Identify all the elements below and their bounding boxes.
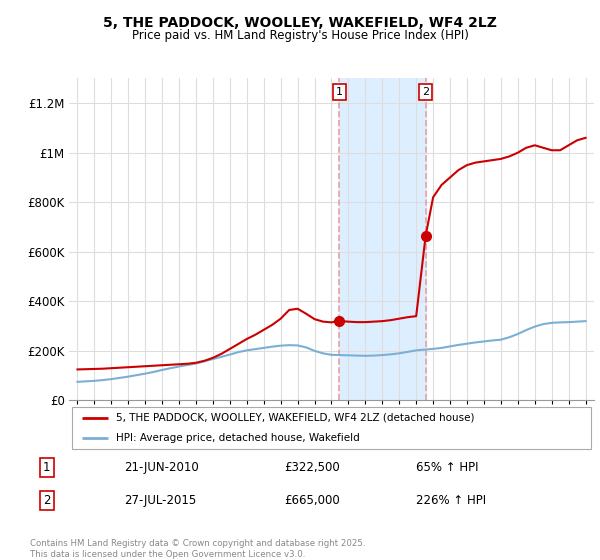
Text: £322,500: £322,500	[284, 461, 340, 474]
Text: HPI: Average price, detached house, Wakefield: HPI: Average price, detached house, Wake…	[116, 433, 360, 444]
Text: 1: 1	[43, 461, 50, 474]
Text: Contains HM Land Registry data © Crown copyright and database right 2025.
This d: Contains HM Land Registry data © Crown c…	[30, 539, 365, 559]
Text: Price paid vs. HM Land Registry's House Price Index (HPI): Price paid vs. HM Land Registry's House …	[131, 29, 469, 42]
Text: 5, THE PADDOCK, WOOLLEY, WAKEFIELD, WF4 2LZ: 5, THE PADDOCK, WOOLLEY, WAKEFIELD, WF4 …	[103, 16, 497, 30]
Text: 226% ↑ HPI: 226% ↑ HPI	[416, 494, 487, 507]
Text: 2: 2	[422, 87, 429, 97]
FancyBboxPatch shape	[71, 407, 591, 449]
Text: 65% ↑ HPI: 65% ↑ HPI	[416, 461, 479, 474]
Text: 1: 1	[336, 87, 343, 97]
Text: £665,000: £665,000	[284, 494, 340, 507]
Text: 27-JUL-2015: 27-JUL-2015	[124, 494, 196, 507]
Text: 2: 2	[43, 494, 50, 507]
Text: 21-JUN-2010: 21-JUN-2010	[124, 461, 199, 474]
Bar	[340, 78, 425, 400]
Text: 5, THE PADDOCK, WOOLLEY, WAKEFIELD, WF4 2LZ (detached house): 5, THE PADDOCK, WOOLLEY, WAKEFIELD, WF4 …	[116, 413, 475, 423]
